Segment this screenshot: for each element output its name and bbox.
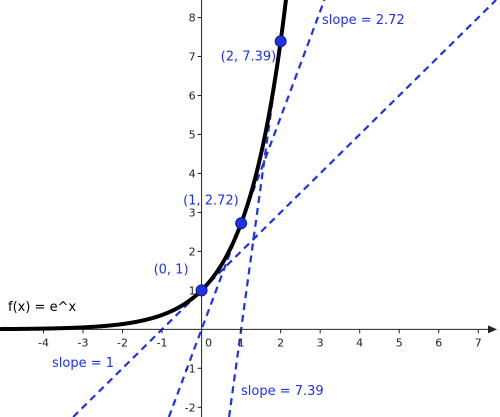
annotations: f(x) = e^x (0, 1) (1, 2.72) (2, 7.39) slope… <box>8 13 405 399</box>
x-tick-label: -4 <box>38 336 49 349</box>
tangent-points <box>195 35 287 297</box>
y-tick-label: -1 <box>185 362 196 375</box>
y-tick-label: 7 <box>189 51 196 64</box>
point-label: (0, 1) <box>154 262 189 277</box>
x-tick-label: 4 <box>356 336 363 349</box>
y-tick-label: 1 <box>189 284 196 297</box>
x-tick-label: 6 <box>435 336 442 349</box>
x-axis-ticks: -4 -3 -2 -1 0 1 2 3 4 5 6 7 <box>38 329 482 349</box>
y-tick-label: 5 <box>189 128 196 141</box>
slope-label: slope = 2.72 <box>322 13 405 28</box>
tangent-line-0 <box>72 0 497 417</box>
x-tick-label: -2 <box>117 336 128 349</box>
curve-label: f(x) = e^x <box>8 300 76 315</box>
x-tick-label: 5 <box>396 336 403 349</box>
y-axis-ticks: -2 -1 1 2 3 4 5 6 7 8 <box>185 12 202 414</box>
tangent-point <box>195 284 208 297</box>
x-axis-arrow <box>488 325 497 334</box>
x-tick-label: 0 <box>205 336 212 349</box>
x-tick-label: 3 <box>317 336 324 349</box>
tangent-lines <box>72 0 497 417</box>
x-tick-label: 1 <box>238 336 245 349</box>
y-tick-label: 8 <box>189 12 196 25</box>
tangent-point <box>274 35 287 48</box>
point-label: (2, 7.39) <box>221 49 277 64</box>
y-tick-label: 3 <box>189 206 196 219</box>
x-tick-label: 7 <box>475 336 482 349</box>
tangent-point <box>235 217 248 230</box>
slope-label: slope = 7.39 <box>241 384 324 399</box>
slope-label: slope = 1 <box>52 356 114 371</box>
x-tick-label: -1 <box>157 336 168 349</box>
y-tick-label: 4 <box>189 167 196 180</box>
x-tick-label: -3 <box>78 336 89 349</box>
y-tick-label: 2 <box>189 245 196 258</box>
point-label: (1, 2.72) <box>183 193 239 208</box>
x-tick-label: 2 <box>277 336 284 349</box>
y-tick-label: 6 <box>189 89 196 102</box>
y-tick-label: -2 <box>185 401 196 414</box>
